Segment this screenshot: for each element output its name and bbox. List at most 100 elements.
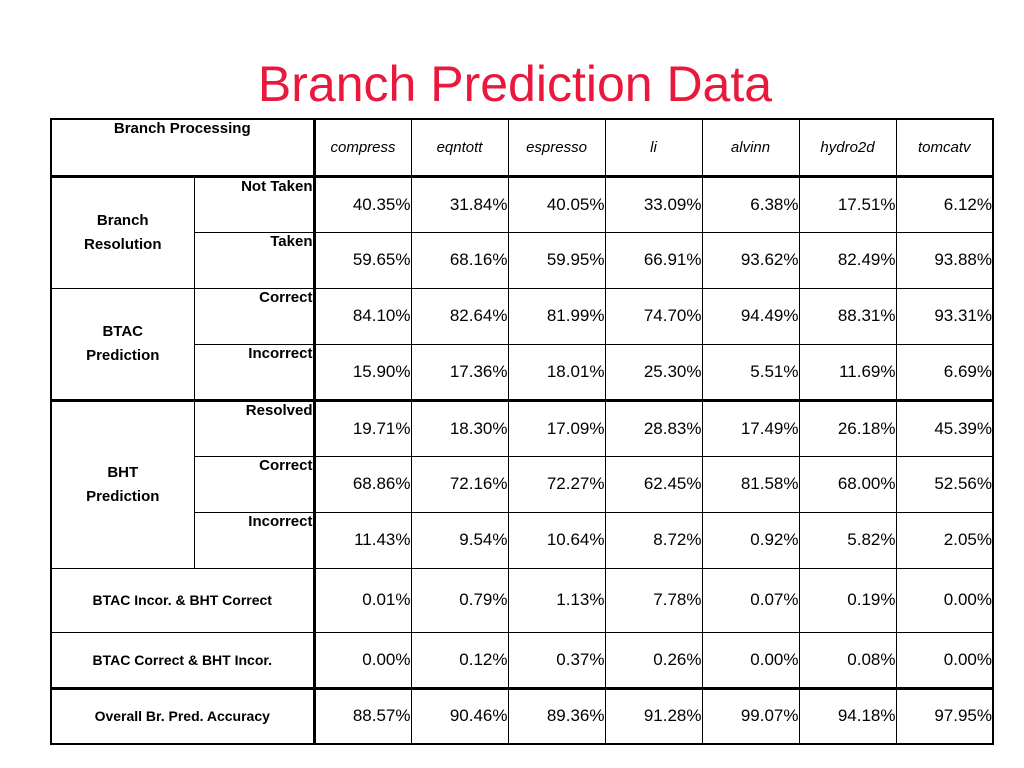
table-row: Incorrect 15.90% 17.36% 18.01% 25.30% 5.… bbox=[51, 343, 994, 401]
row-label: Resolved bbox=[193, 398, 316, 457]
data-cell: 15.90% bbox=[313, 343, 412, 401]
group-label-line: Branch bbox=[96, 211, 149, 229]
table-row: Taken 59.65% 68.16% 59.95% 66.91% 93.62%… bbox=[51, 231, 994, 289]
data-cell: 82.64% bbox=[410, 287, 509, 345]
data-cell: 1.13% bbox=[507, 567, 606, 633]
group-label-line: Prediction bbox=[86, 487, 160, 505]
row-label: Not Taken bbox=[193, 174, 316, 233]
group-label-line: Resolution bbox=[84, 235, 162, 253]
data-cell: 28.83% bbox=[604, 398, 703, 457]
summary-row-overall: Overall Br. Pred. Accuracy 88.57% 90.46%… bbox=[50, 686, 994, 745]
slide-title: Branch Prediction Data bbox=[257, 56, 773, 112]
row-label: Taken bbox=[193, 231, 316, 289]
data-cell: 0.12% bbox=[410, 631, 509, 689]
data-cell: 81.99% bbox=[507, 287, 606, 345]
data-cell: 19.71% bbox=[313, 398, 412, 457]
row-label: Correct bbox=[193, 287, 316, 345]
data-cell: 0.00% bbox=[895, 567, 994, 633]
data-cell: 17.49% bbox=[701, 398, 800, 457]
bench-header: eqntott bbox=[410, 118, 509, 177]
data-cell: 11.43% bbox=[313, 511, 412, 569]
data-cell: 59.65% bbox=[313, 231, 412, 289]
data-cell: 40.35% bbox=[313, 174, 412, 233]
data-cell: 91.28% bbox=[604, 686, 703, 745]
data-cell: 68.16% bbox=[410, 231, 509, 289]
data-cell: 94.18% bbox=[798, 686, 897, 745]
data-cell: 5.82% bbox=[798, 511, 897, 569]
data-cell: 45.39% bbox=[895, 398, 994, 457]
bench-header: tomcatv bbox=[895, 118, 994, 177]
header-row: Branch Processing compress eqntott espre… bbox=[50, 118, 994, 177]
table-row: Branch Resolution Not Taken 40.35% 31.84… bbox=[50, 174, 994, 289]
data-cell: 0.37% bbox=[507, 631, 606, 689]
data-cell: 9.54% bbox=[410, 511, 509, 569]
data-cell: 11.69% bbox=[798, 343, 897, 401]
summary-row-label: BTAC Correct & BHT Incor. bbox=[50, 631, 316, 689]
data-cell: 17.51% bbox=[798, 174, 897, 233]
data-cell: 40.05% bbox=[507, 174, 606, 233]
data-cell: 0.08% bbox=[798, 631, 897, 689]
data-cell: 88.31% bbox=[798, 287, 897, 345]
data-cell: 0.00% bbox=[895, 631, 994, 689]
data-cell: 18.30% bbox=[410, 398, 509, 457]
data-cell: 66.91% bbox=[604, 231, 703, 289]
data-cell: 0.79% bbox=[410, 567, 509, 633]
data-cell: 93.62% bbox=[701, 231, 800, 289]
group-label-line: Prediction bbox=[86, 346, 160, 364]
group-label-bht-prediction: BHT Prediction bbox=[50, 398, 195, 569]
row-label: Incorrect bbox=[193, 511, 316, 569]
data-cell: 0.26% bbox=[604, 631, 703, 689]
data-cell: 90.46% bbox=[410, 686, 509, 745]
data-cell: 97.95% bbox=[895, 686, 994, 745]
data-cell: 0.00% bbox=[313, 631, 412, 689]
summary-row: BTAC Incor. & BHT Correct 0.01% 0.79% 1.… bbox=[50, 567, 994, 633]
data-cell: 62.45% bbox=[604, 455, 703, 513]
data-cell: 99.07% bbox=[701, 686, 800, 745]
data-cell: 93.31% bbox=[895, 287, 994, 345]
data-cell: 18.01% bbox=[507, 343, 606, 401]
data-cell: 2.05% bbox=[895, 511, 994, 569]
bench-header: li bbox=[604, 118, 703, 177]
group-label-line: BTAC bbox=[102, 322, 144, 340]
data-cell: 93.88% bbox=[895, 231, 994, 289]
data-cell: 0.19% bbox=[798, 567, 897, 633]
table-row: Correct 68.86% 72.16% 72.27% 62.45% 81.5… bbox=[51, 455, 994, 513]
group-label-line: BHT bbox=[107, 463, 139, 481]
row-label: Incorrect bbox=[193, 343, 316, 401]
data-cell: 72.27% bbox=[507, 455, 606, 513]
data-cell: 68.00% bbox=[798, 455, 897, 513]
data-cell: 7.78% bbox=[604, 567, 703, 633]
table-row: BHT Prediction Resolved 19.71% 18.30% 17… bbox=[50, 398, 994, 569]
data-cell: 10.64% bbox=[507, 511, 606, 569]
row-label: Correct bbox=[193, 455, 316, 513]
data-cell: 84.10% bbox=[313, 287, 412, 345]
data-cell: 0.01% bbox=[313, 567, 412, 633]
data-cell: 0.92% bbox=[701, 511, 800, 569]
branch-prediction-table: Branch Processing compress eqntott espre… bbox=[50, 118, 994, 745]
data-cell: 88.57% bbox=[313, 686, 412, 745]
data-cell: 81.58% bbox=[701, 455, 800, 513]
corner-header: Branch Processing bbox=[50, 118, 316, 177]
bench-header: compress bbox=[313, 118, 412, 177]
summary-row: BTAC Correct & BHT Incor. 0.00% 0.12% 0.… bbox=[50, 631, 994, 689]
data-cell: 72.16% bbox=[410, 455, 509, 513]
data-cell: 17.09% bbox=[507, 398, 606, 457]
table-row: BTAC Prediction Correct 84.10% 82.64% 81… bbox=[50, 287, 994, 401]
data-cell: 6.69% bbox=[895, 343, 994, 401]
data-cell: 6.38% bbox=[701, 174, 800, 233]
data-cell: 17.36% bbox=[410, 343, 509, 401]
data-cell: 33.09% bbox=[604, 174, 703, 233]
group-label-btac-prediction: BTAC Prediction bbox=[50, 287, 195, 401]
data-cell: 0.07% bbox=[701, 567, 800, 633]
group-label-branch-resolution: Branch Resolution bbox=[50, 174, 195, 289]
bench-header: alvinn bbox=[701, 118, 800, 177]
data-cell: 31.84% bbox=[410, 174, 509, 233]
data-cell: 6.12% bbox=[895, 174, 994, 233]
data-cell: 25.30% bbox=[604, 343, 703, 401]
data-cell: 5.51% bbox=[701, 343, 800, 401]
data-cell: 52.56% bbox=[895, 455, 994, 513]
data-cell: 8.72% bbox=[604, 511, 703, 569]
data-cell: 94.49% bbox=[701, 287, 800, 345]
data-cell: 68.86% bbox=[313, 455, 412, 513]
bench-header: espresso bbox=[507, 118, 606, 177]
